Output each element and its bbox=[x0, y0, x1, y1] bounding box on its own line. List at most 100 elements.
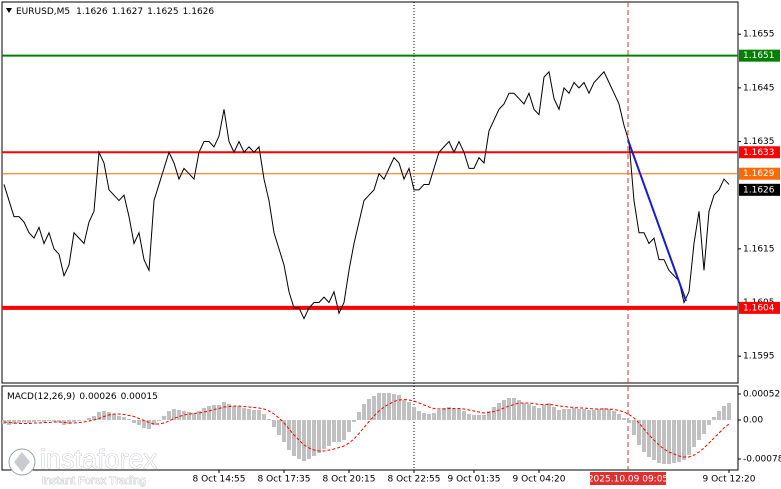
macd-bar bbox=[82, 420, 86, 421]
macd-bar bbox=[687, 420, 691, 455]
macd-bar bbox=[92, 416, 96, 420]
macd-bar bbox=[527, 404, 531, 420]
x-tick-label: 8 Oct 22:55 bbox=[388, 475, 441, 485]
macd-bar bbox=[277, 420, 281, 435]
macd-bar bbox=[302, 420, 306, 461]
level-label-box bbox=[739, 167, 780, 180]
macd-bar bbox=[177, 410, 181, 420]
macd-reading: 0.00026 bbox=[79, 392, 116, 402]
macd-bar bbox=[407, 402, 411, 420]
macd-bar bbox=[102, 411, 106, 420]
high: 1.1627 bbox=[112, 7, 144, 17]
macd-y-tick-label: 0.00 bbox=[743, 416, 763, 426]
macd-bar bbox=[97, 412, 101, 420]
time-marker-label: 2025.10.09 09:05 bbox=[588, 475, 668, 485]
macd-bar bbox=[367, 399, 371, 420]
macd-bar bbox=[262, 414, 266, 420]
macd-bar bbox=[582, 409, 586, 420]
x-tick-label: 8 Oct 14:55 bbox=[193, 475, 246, 485]
macd-bar bbox=[357, 412, 361, 420]
macd-bar bbox=[282, 420, 286, 442]
macd-bar bbox=[632, 420, 636, 435]
macd-bar bbox=[492, 407, 496, 420]
macd-bar bbox=[577, 409, 581, 420]
macd-bar bbox=[337, 420, 341, 442]
macd-bar bbox=[637, 420, 641, 445]
macd-bar bbox=[487, 411, 491, 420]
macd-bar bbox=[722, 406, 726, 420]
macd-bar bbox=[137, 420, 141, 425]
macd-bar bbox=[502, 400, 506, 420]
macd-bar bbox=[627, 420, 631, 423]
macd-bar bbox=[497, 403, 501, 420]
macd-bar bbox=[612, 411, 616, 420]
macd-bar bbox=[267, 419, 271, 420]
macd-bar bbox=[712, 417, 716, 420]
macd-name: MACD(12,26,9) bbox=[7, 392, 75, 402]
macd-bar bbox=[252, 410, 256, 420]
watermark: instaforex Instant Forex Trading bbox=[8, 444, 158, 487]
level-label: 1.1604 bbox=[743, 303, 775, 313]
macd-bar bbox=[122, 417, 126, 420]
macd-bar bbox=[212, 405, 216, 420]
macd-bar bbox=[597, 409, 601, 420]
macd-bar bbox=[162, 416, 166, 420]
trend-line bbox=[627, 139, 687, 302]
macd-bar bbox=[127, 419, 131, 420]
macd-bar bbox=[457, 409, 461, 420]
open: 1.1626 bbox=[76, 7, 108, 17]
signal-line bbox=[3, 398, 730, 458]
x-tick-label: 8 Oct 17:35 bbox=[258, 475, 311, 485]
macd-bar bbox=[332, 420, 336, 442]
macd-bar bbox=[377, 393, 381, 420]
macd-bar bbox=[362, 404, 366, 420]
close: 1.1626 bbox=[183, 7, 215, 17]
macd-bar bbox=[402, 400, 406, 420]
macd-bar bbox=[107, 412, 111, 420]
level-label: 1.1633 bbox=[743, 148, 775, 158]
macd-bar bbox=[547, 403, 551, 420]
macd-bar bbox=[77, 420, 81, 421]
header: EURUSD,M5 1.1626 1.1627 1.1625 1.1626 bbox=[16, 7, 214, 17]
level-label: 1.1651 bbox=[743, 51, 775, 61]
macd-bar bbox=[447, 407, 451, 420]
x-tick-label: 8 Oct 20:15 bbox=[323, 475, 376, 485]
macd-bar bbox=[182, 411, 186, 420]
macd-bar bbox=[437, 410, 441, 420]
macd-bar bbox=[27, 420, 31, 423]
macd-bar bbox=[237, 406, 241, 420]
macd-bar bbox=[372, 396, 376, 420]
macd-bar bbox=[562, 409, 566, 420]
macd-bar bbox=[542, 405, 546, 420]
macd-bar bbox=[717, 411, 721, 420]
macd-bar bbox=[37, 420, 41, 422]
macd-bar bbox=[232, 406, 236, 420]
macd-bar bbox=[247, 409, 251, 420]
macd-bar bbox=[422, 413, 426, 420]
tagline: Instant Forex Trading bbox=[42, 475, 146, 487]
macd-bar bbox=[622, 418, 626, 420]
y-tick-label: 1.1655 bbox=[743, 30, 775, 40]
macd-bar bbox=[592, 410, 596, 420]
macd-bar bbox=[317, 420, 321, 453]
macd-bar bbox=[677, 420, 681, 462]
last-price-label: 1.1626 bbox=[743, 185, 775, 195]
macd-bar bbox=[47, 420, 51, 421]
macd-bar bbox=[702, 420, 706, 434]
macd-bar bbox=[342, 420, 346, 440]
macd-bar bbox=[662, 420, 666, 464]
level-label-box bbox=[739, 49, 780, 62]
macd-bar bbox=[187, 412, 191, 420]
macd-bar bbox=[257, 410, 261, 420]
macd-bar bbox=[532, 406, 536, 420]
macd-bar bbox=[567, 409, 571, 420]
macd-bar bbox=[382, 393, 386, 420]
macd-bar bbox=[217, 405, 221, 420]
macd-bar bbox=[192, 413, 196, 420]
macd-y-tick-label: -0.00078 bbox=[743, 455, 781, 465]
macd-bar bbox=[452, 409, 456, 420]
macd-bar bbox=[682, 420, 686, 460]
price-panel bbox=[1, 1, 739, 384]
macd-bar bbox=[227, 404, 231, 420]
